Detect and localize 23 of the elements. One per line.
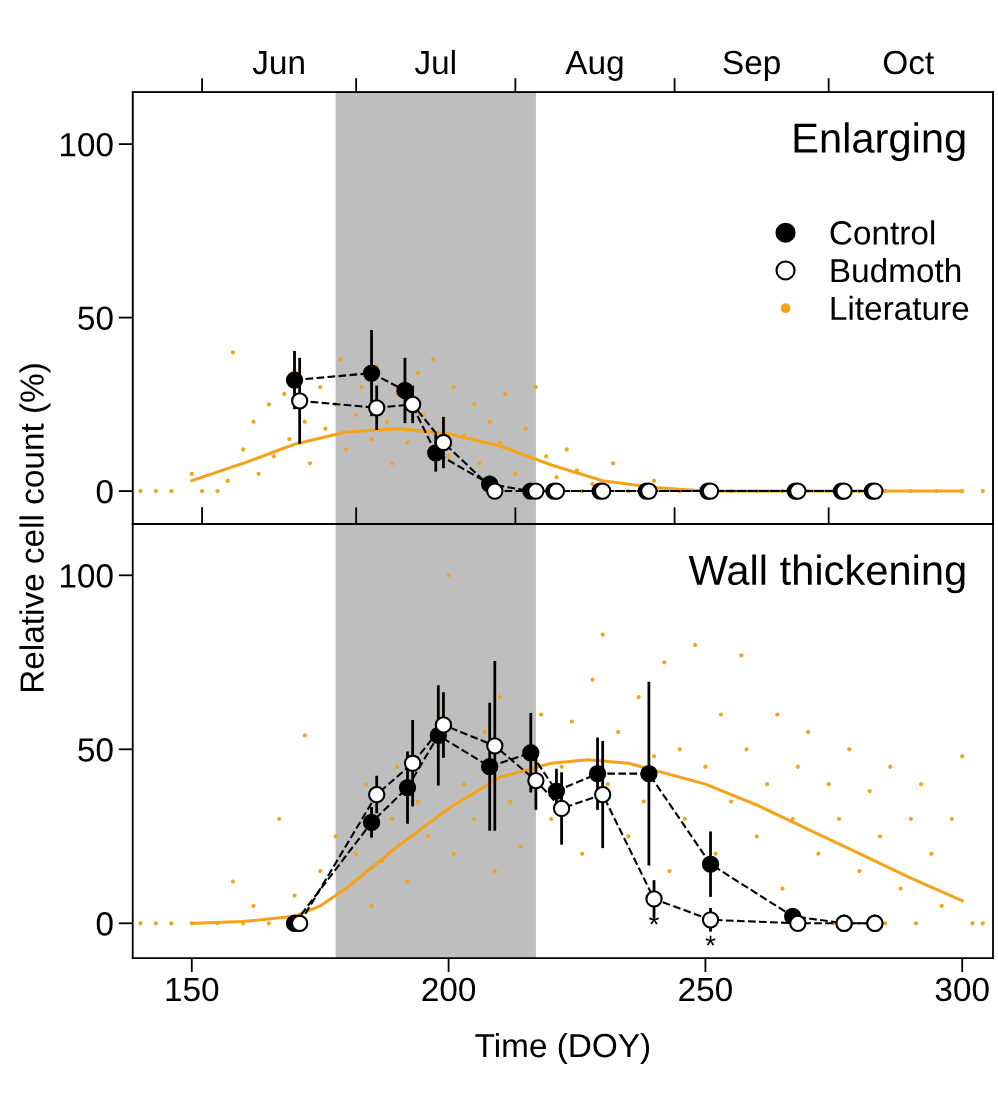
x2-tick-label: Oct: [883, 50, 934, 75]
x-tick-label: 300: [935, 977, 989, 1002]
legend-label: Control: [830, 220, 935, 245]
text: Wall thickening: [688, 554, 965, 594]
x2-tick-label: Sep: [723, 50, 780, 81]
x2-tick-label: Jun: [252, 51, 304, 75]
legend-label: Literature: [831, 295, 969, 321]
y-tick-label: 50: [78, 306, 113, 330]
text: Enlarging: [794, 122, 965, 162]
y-tick-label: 100: [60, 132, 113, 157]
x2-tick-label: Aug: [565, 51, 623, 81]
y-tick-label: 50: [78, 738, 113, 762]
x-tick-label: 150: [166, 977, 219, 1002]
annotation: *: [705, 935, 716, 946]
x2-tick-label: Jul: [414, 49, 455, 75]
x-tick-label: 250: [679, 977, 732, 1002]
y-tick-label: 100: [60, 564, 113, 588]
x-tick-label: 200: [422, 977, 476, 1002]
x-axis-title: Time (DOY): [475, 1032, 650, 1064]
y-tick-label: 0: [96, 479, 113, 504]
y-tick-label: 0: [96, 912, 113, 936]
legend-label: Budmoth: [831, 257, 961, 283]
y-axis-title: Relative cell count (%): [19, 364, 51, 692]
